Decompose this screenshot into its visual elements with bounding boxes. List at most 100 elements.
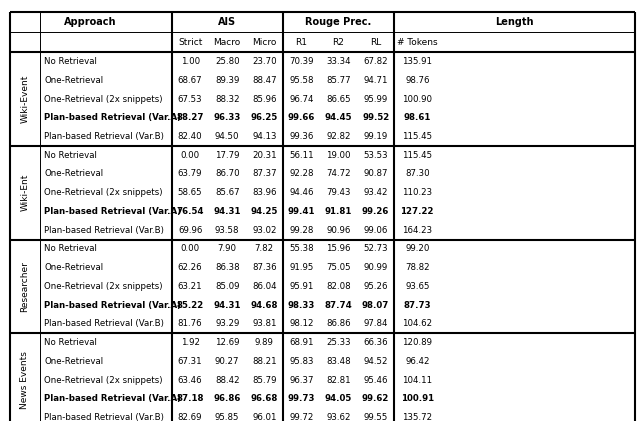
- Text: 1.92: 1.92: [180, 338, 200, 347]
- Text: 104.62: 104.62: [402, 320, 433, 328]
- Text: 25.33: 25.33: [326, 338, 351, 347]
- Text: Length: Length: [495, 17, 534, 27]
- Text: Plan-based Retrieval (Var.B): Plan-based Retrieval (Var.B): [44, 413, 164, 421]
- Text: # Tokens: # Tokens: [397, 37, 438, 47]
- Text: 9.89: 9.89: [255, 338, 274, 347]
- Text: 98.07: 98.07: [362, 301, 389, 309]
- Text: 95.99: 95.99: [364, 95, 388, 104]
- Text: 85.22: 85.22: [177, 301, 204, 309]
- Text: 99.28: 99.28: [289, 226, 314, 234]
- Text: 23.70: 23.70: [252, 57, 276, 66]
- Text: 67.82: 67.82: [364, 57, 388, 66]
- Text: Micro: Micro: [252, 37, 276, 47]
- Text: 81.76: 81.76: [178, 320, 202, 328]
- Text: 88.32: 88.32: [215, 95, 239, 104]
- Text: 75.05: 75.05: [326, 263, 351, 272]
- Text: 99.52: 99.52: [362, 113, 389, 122]
- Text: 90.99: 90.99: [364, 263, 388, 272]
- Text: 58.65: 58.65: [178, 188, 202, 197]
- Text: 0.00: 0.00: [180, 151, 200, 160]
- Text: Wiki-Ent: Wiki-Ent: [20, 174, 29, 211]
- Text: 127.22: 127.22: [401, 207, 434, 216]
- Text: 89.39: 89.39: [215, 76, 239, 85]
- Text: 88.47: 88.47: [252, 76, 276, 85]
- Text: Plan-based Retrieval (Var.A): Plan-based Retrieval (Var.A): [44, 394, 181, 403]
- Text: Plan-based Retrieval (Var.B): Plan-based Retrieval (Var.B): [44, 132, 164, 141]
- Text: 63.21: 63.21: [178, 282, 202, 291]
- Text: 94.31: 94.31: [214, 301, 241, 309]
- Text: 99.20: 99.20: [405, 245, 429, 253]
- Text: 96.86: 96.86: [214, 394, 241, 403]
- Text: 96.33: 96.33: [214, 113, 241, 122]
- Text: 99.62: 99.62: [362, 394, 389, 403]
- Text: No Retrieval: No Retrieval: [44, 57, 97, 66]
- Text: 62.26: 62.26: [178, 263, 202, 272]
- Text: 98.33: 98.33: [288, 301, 315, 309]
- Text: 135.91: 135.91: [403, 57, 432, 66]
- Text: 83.96: 83.96: [252, 188, 276, 197]
- Text: News Events: News Events: [20, 351, 29, 409]
- Text: 86.70: 86.70: [215, 170, 239, 179]
- Text: 87.30: 87.30: [405, 170, 429, 179]
- Text: 110.23: 110.23: [402, 188, 433, 197]
- Text: 85.09: 85.09: [215, 282, 239, 291]
- Text: No Retrieval: No Retrieval: [44, 151, 97, 160]
- Text: 12.69: 12.69: [215, 338, 239, 347]
- Text: 88.21: 88.21: [252, 357, 276, 366]
- Text: 99.73: 99.73: [288, 394, 315, 403]
- Text: Wiki-Event: Wiki-Event: [20, 75, 29, 123]
- Text: 15.96: 15.96: [326, 245, 351, 253]
- Text: No Retrieval: No Retrieval: [44, 245, 97, 253]
- Text: 90.96: 90.96: [326, 226, 351, 234]
- Text: Researcher: Researcher: [20, 261, 29, 312]
- Text: 95.91: 95.91: [289, 282, 314, 291]
- Text: 1.00: 1.00: [180, 57, 200, 66]
- Text: 19.00: 19.00: [326, 151, 351, 160]
- Text: 93.29: 93.29: [215, 320, 239, 328]
- Text: 25.80: 25.80: [215, 57, 239, 66]
- Text: 7.90: 7.90: [218, 245, 237, 253]
- Text: R1: R1: [296, 37, 307, 47]
- Text: 100.90: 100.90: [403, 95, 432, 104]
- Text: 82.69: 82.69: [178, 413, 202, 421]
- Text: 70.39: 70.39: [289, 57, 314, 66]
- Text: 87.74: 87.74: [324, 301, 353, 309]
- Text: 78.82: 78.82: [405, 263, 429, 272]
- Text: 63.46: 63.46: [178, 376, 202, 384]
- Text: 120.89: 120.89: [403, 338, 432, 347]
- Text: 99.55: 99.55: [364, 413, 388, 421]
- Text: 99.41: 99.41: [288, 207, 315, 216]
- Text: 85.96: 85.96: [252, 95, 276, 104]
- Text: 99.36: 99.36: [289, 132, 314, 141]
- Text: 88.42: 88.42: [215, 376, 239, 384]
- Text: 99.19: 99.19: [364, 132, 388, 141]
- Text: 164.23: 164.23: [402, 226, 433, 234]
- Text: Strict: Strict: [178, 37, 202, 47]
- Text: 99.66: 99.66: [288, 113, 315, 122]
- Text: 99.26: 99.26: [362, 207, 389, 216]
- Text: 69.96: 69.96: [178, 226, 202, 234]
- Text: Plan-based Retrieval (Var.A): Plan-based Retrieval (Var.A): [44, 207, 181, 216]
- Text: 93.58: 93.58: [215, 226, 239, 234]
- Text: Plan-based Retrieval (Var.A): Plan-based Retrieval (Var.A): [44, 113, 181, 122]
- Text: 86.65: 86.65: [326, 95, 351, 104]
- Text: 95.85: 95.85: [215, 413, 239, 421]
- Text: 96.42: 96.42: [405, 357, 429, 366]
- Text: 17.79: 17.79: [215, 151, 239, 160]
- Text: 83.48: 83.48: [326, 357, 351, 366]
- Text: One-Retrieval (2x snippets): One-Retrieval (2x snippets): [44, 376, 163, 384]
- Text: 87.18: 87.18: [177, 394, 204, 403]
- Text: 86.04: 86.04: [252, 282, 276, 291]
- Text: 85.79: 85.79: [252, 376, 276, 384]
- Text: 94.68: 94.68: [251, 301, 278, 309]
- Text: 74.72: 74.72: [326, 170, 351, 179]
- Text: 96.01: 96.01: [252, 413, 276, 421]
- Text: 98.12: 98.12: [289, 320, 314, 328]
- Text: One-Retrieval (2x snippets): One-Retrieval (2x snippets): [44, 95, 163, 104]
- Text: Approach: Approach: [64, 17, 117, 27]
- Text: Macro: Macro: [214, 37, 241, 47]
- Text: 104.11: 104.11: [402, 376, 433, 384]
- Text: 135.72: 135.72: [402, 413, 433, 421]
- Text: 67.31: 67.31: [178, 357, 202, 366]
- Text: 82.40: 82.40: [178, 132, 202, 141]
